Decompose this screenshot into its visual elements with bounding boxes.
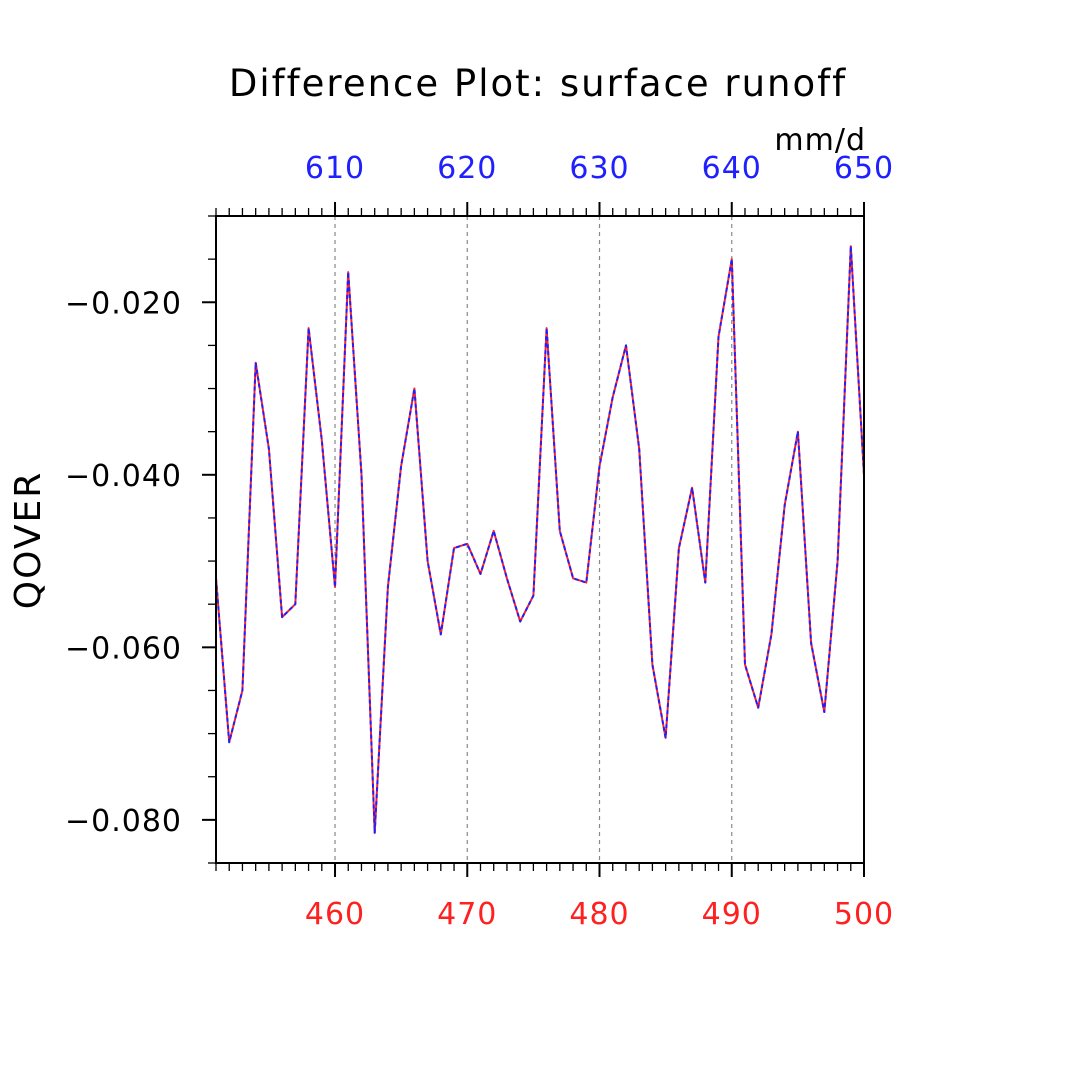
x-top-tick-label: 610 (305, 151, 365, 186)
y-tick-label: −0.040 (65, 459, 182, 494)
x-bottom-tick-label: 480 (569, 897, 629, 932)
y-axis-label: QOVER (8, 471, 49, 609)
plot-frame (215, 215, 865, 864)
chart-title: Difference Plot: surface runoff (229, 62, 847, 105)
y-tick-label: −0.080 (65, 804, 182, 839)
x-top-tick-label: 650 (834, 151, 894, 186)
x-bottom-tick-label: 490 (702, 897, 762, 932)
tick-layer (202, 202, 865, 877)
tick-label-layer: 460 470 480 490 500 610 620 630 640 650 −0.020 −0.0… (65, 151, 894, 932)
x-bottom-tick-label: 500 (834, 897, 894, 932)
x-top-tick-label: 630 (569, 151, 629, 186)
x-top-tick-label: 640 (702, 151, 762, 186)
series-layer (215, 245, 865, 834)
x-bottom-tick-label: 460 (305, 897, 365, 932)
series-line-2 (215, 245, 865, 834)
x-top-tick-label: 620 (437, 151, 497, 186)
grid-layer (334, 216, 733, 863)
y-tick-label: −0.060 (65, 631, 182, 666)
x-bottom-tick-label: 470 (437, 897, 497, 932)
units-label: mm/d (774, 123, 866, 158)
y-tick-label: −0.020 (65, 286, 182, 321)
